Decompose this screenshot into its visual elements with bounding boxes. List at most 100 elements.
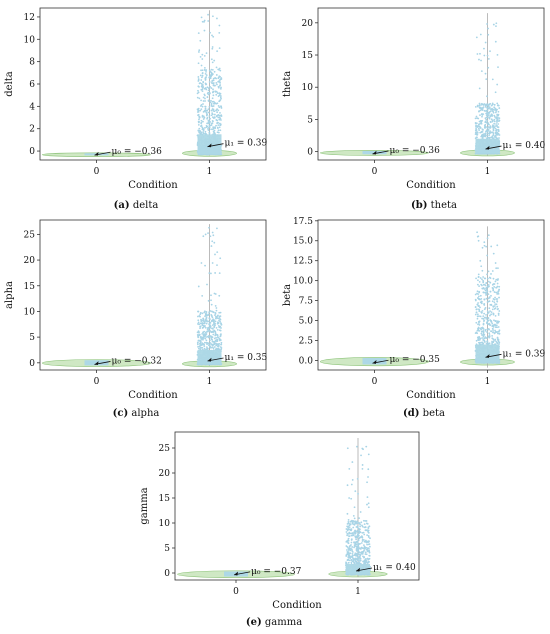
data-point xyxy=(368,549,371,552)
data-point xyxy=(367,453,370,456)
data-point xyxy=(205,312,207,315)
data-point xyxy=(493,122,496,125)
data-point xyxy=(489,126,492,129)
data-point xyxy=(219,112,221,114)
data-point xyxy=(366,543,369,546)
data-point xyxy=(208,131,211,134)
data-point xyxy=(212,102,215,105)
y-ticks: 0 5 10 15 20 25 xyxy=(24,230,40,369)
data-point xyxy=(347,526,349,529)
data-point xyxy=(197,114,199,117)
data-point xyxy=(496,336,499,339)
data-point xyxy=(486,95,488,98)
data-point xyxy=(486,328,489,331)
data-point xyxy=(203,54,206,57)
mean-label: μ₁ = 0.35 xyxy=(225,353,268,363)
mean-annotations: μ₀ = −0.32 μ₁ = 0.35 xyxy=(94,353,268,366)
data-point xyxy=(486,310,489,313)
data-point xyxy=(349,549,352,552)
data-point xyxy=(347,521,350,523)
data-point xyxy=(351,479,354,481)
data-point xyxy=(483,54,486,57)
data-point xyxy=(347,532,350,535)
data-point xyxy=(486,340,489,343)
data-point xyxy=(475,311,478,314)
data-point xyxy=(497,321,500,324)
data-point xyxy=(364,559,367,562)
data-point xyxy=(496,285,499,288)
data-point xyxy=(345,531,348,533)
data-point xyxy=(202,129,205,132)
data-point xyxy=(480,70,483,72)
data-point xyxy=(354,490,357,493)
data-point xyxy=(493,305,496,307)
data-point xyxy=(201,71,204,74)
data-point xyxy=(219,96,222,99)
x-tick-label: 1 xyxy=(485,377,491,387)
axes-frame xyxy=(39,7,267,161)
data-point xyxy=(215,124,217,127)
data-point xyxy=(217,80,220,83)
data-point xyxy=(481,330,484,333)
data-point xyxy=(480,135,483,138)
data-point xyxy=(356,555,359,558)
data-point xyxy=(352,514,355,517)
data-point xyxy=(199,322,202,325)
data-point xyxy=(213,337,216,340)
data-point xyxy=(215,342,218,345)
data-point xyxy=(365,540,368,543)
caption-b: (b) theta xyxy=(410,200,457,211)
data-point xyxy=(352,534,355,537)
data-point xyxy=(220,86,222,89)
y-tick-label: 12.5 xyxy=(293,257,313,267)
data-point xyxy=(216,344,218,346)
data-point xyxy=(487,111,489,114)
data-point xyxy=(495,303,498,306)
data-point xyxy=(478,315,480,318)
data-point xyxy=(358,517,361,520)
data-point xyxy=(496,121,498,123)
data-point xyxy=(491,324,494,327)
data-point xyxy=(208,105,211,108)
data-point xyxy=(210,272,212,275)
data-point xyxy=(203,310,206,313)
mean-annotations: μ₀ = −0.37 μ₁ = 0.40 xyxy=(233,563,416,577)
data-point xyxy=(364,551,367,554)
data-point xyxy=(211,97,214,100)
data-point xyxy=(482,322,485,325)
data-point xyxy=(204,107,207,110)
data-point xyxy=(199,341,202,343)
data-point xyxy=(208,69,211,72)
data-point xyxy=(364,526,367,529)
data-point xyxy=(213,129,216,132)
data-point xyxy=(494,262,497,264)
data-point xyxy=(202,80,205,83)
data-point xyxy=(203,29,206,32)
data-point xyxy=(478,338,481,341)
data-point xyxy=(362,544,365,547)
data-point xyxy=(484,72,487,75)
data-point xyxy=(477,123,480,126)
data-point xyxy=(202,118,205,120)
data-point xyxy=(207,299,210,302)
data-point xyxy=(492,287,495,290)
data-point xyxy=(498,137,500,139)
data-point xyxy=(481,269,484,272)
data-point xyxy=(352,526,355,529)
data-point xyxy=(211,338,213,341)
data-point xyxy=(205,126,208,129)
data-point xyxy=(210,58,213,61)
data-point xyxy=(207,336,210,339)
data-point xyxy=(213,326,216,329)
data-point xyxy=(363,556,365,559)
data-point xyxy=(489,277,492,280)
data-point xyxy=(492,128,495,131)
data-point xyxy=(480,297,483,300)
data-point xyxy=(199,55,202,58)
data-point xyxy=(493,301,496,304)
data-point xyxy=(350,561,353,564)
data-point xyxy=(359,548,362,550)
data-point xyxy=(212,110,215,112)
data-point xyxy=(353,554,356,556)
